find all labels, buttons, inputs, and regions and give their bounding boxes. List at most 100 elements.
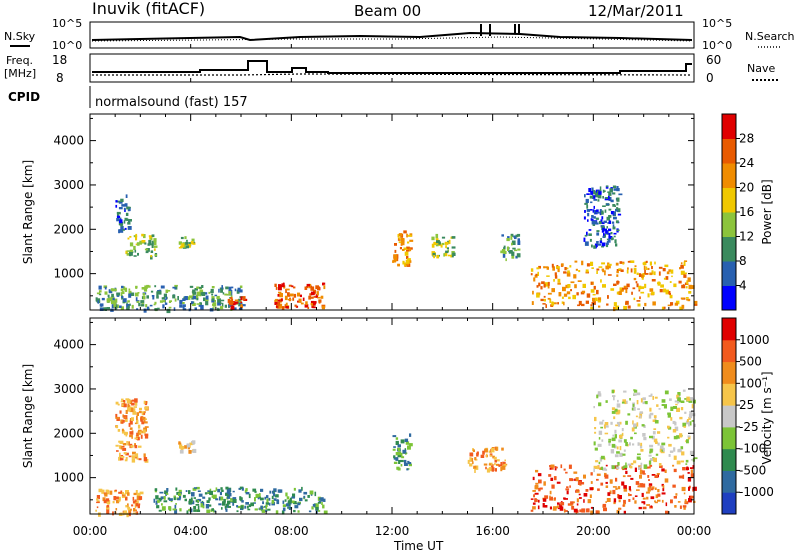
power-colorbar-swatch	[722, 261, 736, 286]
velocity-data-cell	[650, 505, 653, 508]
power-data-cell	[510, 233, 514, 237]
power-data-cell	[625, 288, 628, 294]
power-data-cell	[151, 240, 154, 245]
velocity-data-cell	[133, 406, 137, 408]
power-data-cell	[663, 306, 666, 309]
power-data-cell	[611, 237, 613, 241]
velocity-data-cell	[575, 489, 580, 492]
power-data-cell	[225, 286, 229, 290]
velocity-data-cell	[158, 509, 162, 512]
power-data-cell	[405, 264, 409, 266]
velocity-data-cell	[404, 462, 408, 466]
velocity-data-cell	[141, 430, 143, 434]
velocity-data-cell	[533, 494, 535, 498]
colorbar-tick-label: 20	[739, 181, 754, 195]
velocity-data-cell	[555, 466, 558, 469]
power-data-cell	[592, 300, 596, 305]
velocity-colorbar-swatch	[722, 426, 736, 450]
power-data-cell	[147, 285, 151, 288]
velocity-data-cell	[299, 497, 303, 502]
power-data-cell	[182, 306, 185, 310]
power-data-cell	[640, 274, 644, 276]
power-data-cell	[638, 273, 642, 277]
power-data-cell	[281, 306, 285, 311]
power-data-cell	[124, 227, 127, 230]
velocity-data-cell	[621, 432, 624, 437]
velocity-data-cell	[682, 389, 686, 392]
velocity-data-cell	[255, 493, 260, 498]
velocity-data-cell	[174, 509, 178, 514]
power-data-cell	[636, 283, 639, 288]
power-data-cell	[220, 289, 223, 293]
velocity-data-cell	[125, 398, 130, 401]
velocity-colorbar-swatch	[722, 318, 736, 341]
power-data-cell	[602, 227, 605, 232]
velocity-data-cell	[567, 503, 572, 506]
power-data-cell	[138, 303, 141, 307]
velocity-data-cell	[409, 433, 412, 437]
velocity-data-cell	[628, 486, 631, 491]
velocity-data-cell	[673, 455, 677, 460]
velocity-data-cell	[596, 394, 599, 399]
velocity-data-cell	[122, 447, 127, 451]
velocity-data-cell	[192, 448, 197, 453]
velocity-data-cell	[688, 421, 690, 427]
velocity-data-cell	[553, 476, 557, 481]
velocity-data-cell	[400, 464, 403, 467]
power-data-cell	[543, 266, 546, 269]
velocity-data-cell	[604, 474, 609, 479]
power-data-cell	[399, 247, 402, 250]
power-data-cell	[610, 199, 614, 203]
velocity-data-cell	[134, 445, 138, 449]
velocity-data-cell	[642, 470, 645, 474]
velocity-data-cell	[127, 503, 129, 508]
velocity-data-cell	[115, 417, 120, 419]
velocity-data-cell	[106, 506, 108, 511]
power-data-cell	[542, 303, 546, 305]
velocity-data-cell	[135, 509, 137, 512]
power-data-cell	[679, 306, 683, 311]
freq-line	[92, 60, 692, 74]
power-data-cell	[607, 191, 611, 193]
power-data-cell	[558, 292, 562, 297]
power-data-cell	[663, 288, 667, 293]
power-data-cell	[141, 240, 146, 243]
power-data-cell	[644, 269, 646, 274]
power-data-cell	[278, 291, 282, 294]
power-data-cell	[119, 219, 123, 224]
power-data-cell	[591, 267, 594, 269]
velocity-data-cell	[688, 416, 691, 420]
velocity-data-cell	[640, 462, 643, 466]
power-data-cell	[617, 213, 622, 216]
power-data-cell	[591, 244, 593, 248]
power-data-cell	[116, 218, 120, 222]
power-data-cell	[221, 299, 225, 302]
velocity-data-cell	[563, 497, 566, 500]
velocity-data-cell	[303, 491, 308, 495]
velocity-data-cell	[659, 465, 663, 468]
power-data-cell	[543, 298, 546, 302]
velocity-data-cell	[120, 492, 124, 495]
velocity-data-cell	[530, 498, 534, 500]
power-data-cell	[123, 286, 126, 291]
power-data-cell	[608, 238, 611, 243]
velocity-data-cell	[688, 400, 692, 403]
velocity-data-cell	[129, 407, 134, 413]
velocity-data-cell	[179, 450, 184, 454]
velocity-data-cell	[534, 485, 539, 490]
power-data-cell	[511, 242, 513, 246]
velocity-data-cell	[482, 450, 485, 455]
y-tick-label: 3000	[53, 382, 84, 396]
power-data-cell	[598, 305, 601, 308]
velocity-data-cell	[667, 425, 670, 429]
velocity-data-cell	[654, 417, 657, 421]
power-data-cell	[554, 275, 558, 279]
velocity-data-cell	[664, 469, 667, 473]
velocity-data-cell	[144, 426, 149, 428]
velocity-data-cell	[112, 501, 115, 504]
velocity-data-cell	[132, 451, 136, 455]
velocity-data-cell	[128, 455, 132, 458]
velocity-data-cell	[113, 496, 117, 501]
power-data-cell	[125, 212, 129, 216]
power-data-cell	[124, 203, 128, 207]
